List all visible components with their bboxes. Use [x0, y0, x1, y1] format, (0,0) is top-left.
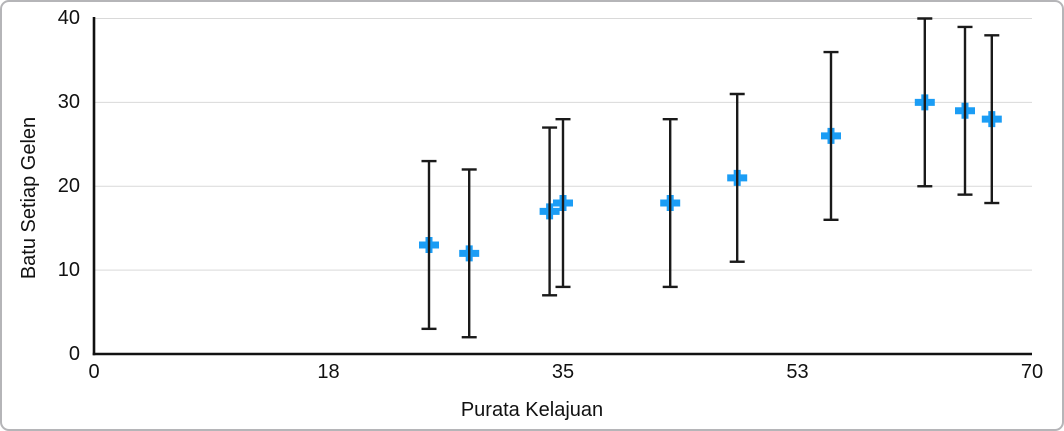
- y-tick-label: 30: [57, 90, 80, 113]
- y-axis-title: Batu Setiap Gelen: [18, 116, 40, 280]
- y-tick-label: 20: [57, 174, 80, 197]
- x-tick-label: 18: [317, 361, 340, 383]
- y-tick-label: 0: [68, 342, 80, 365]
- x-tick-label: 35: [551, 361, 575, 383]
- y-tick-label: 40: [57, 7, 80, 29]
- x-tick-label: 70: [1020, 361, 1044, 383]
- y-tick-label: 10: [57, 258, 80, 281]
- x-tick-label: 53: [786, 361, 809, 383]
- x-tick-label: 0: [88, 361, 100, 383]
- x-axis-title: Purata Kelajuan: [460, 399, 604, 421]
